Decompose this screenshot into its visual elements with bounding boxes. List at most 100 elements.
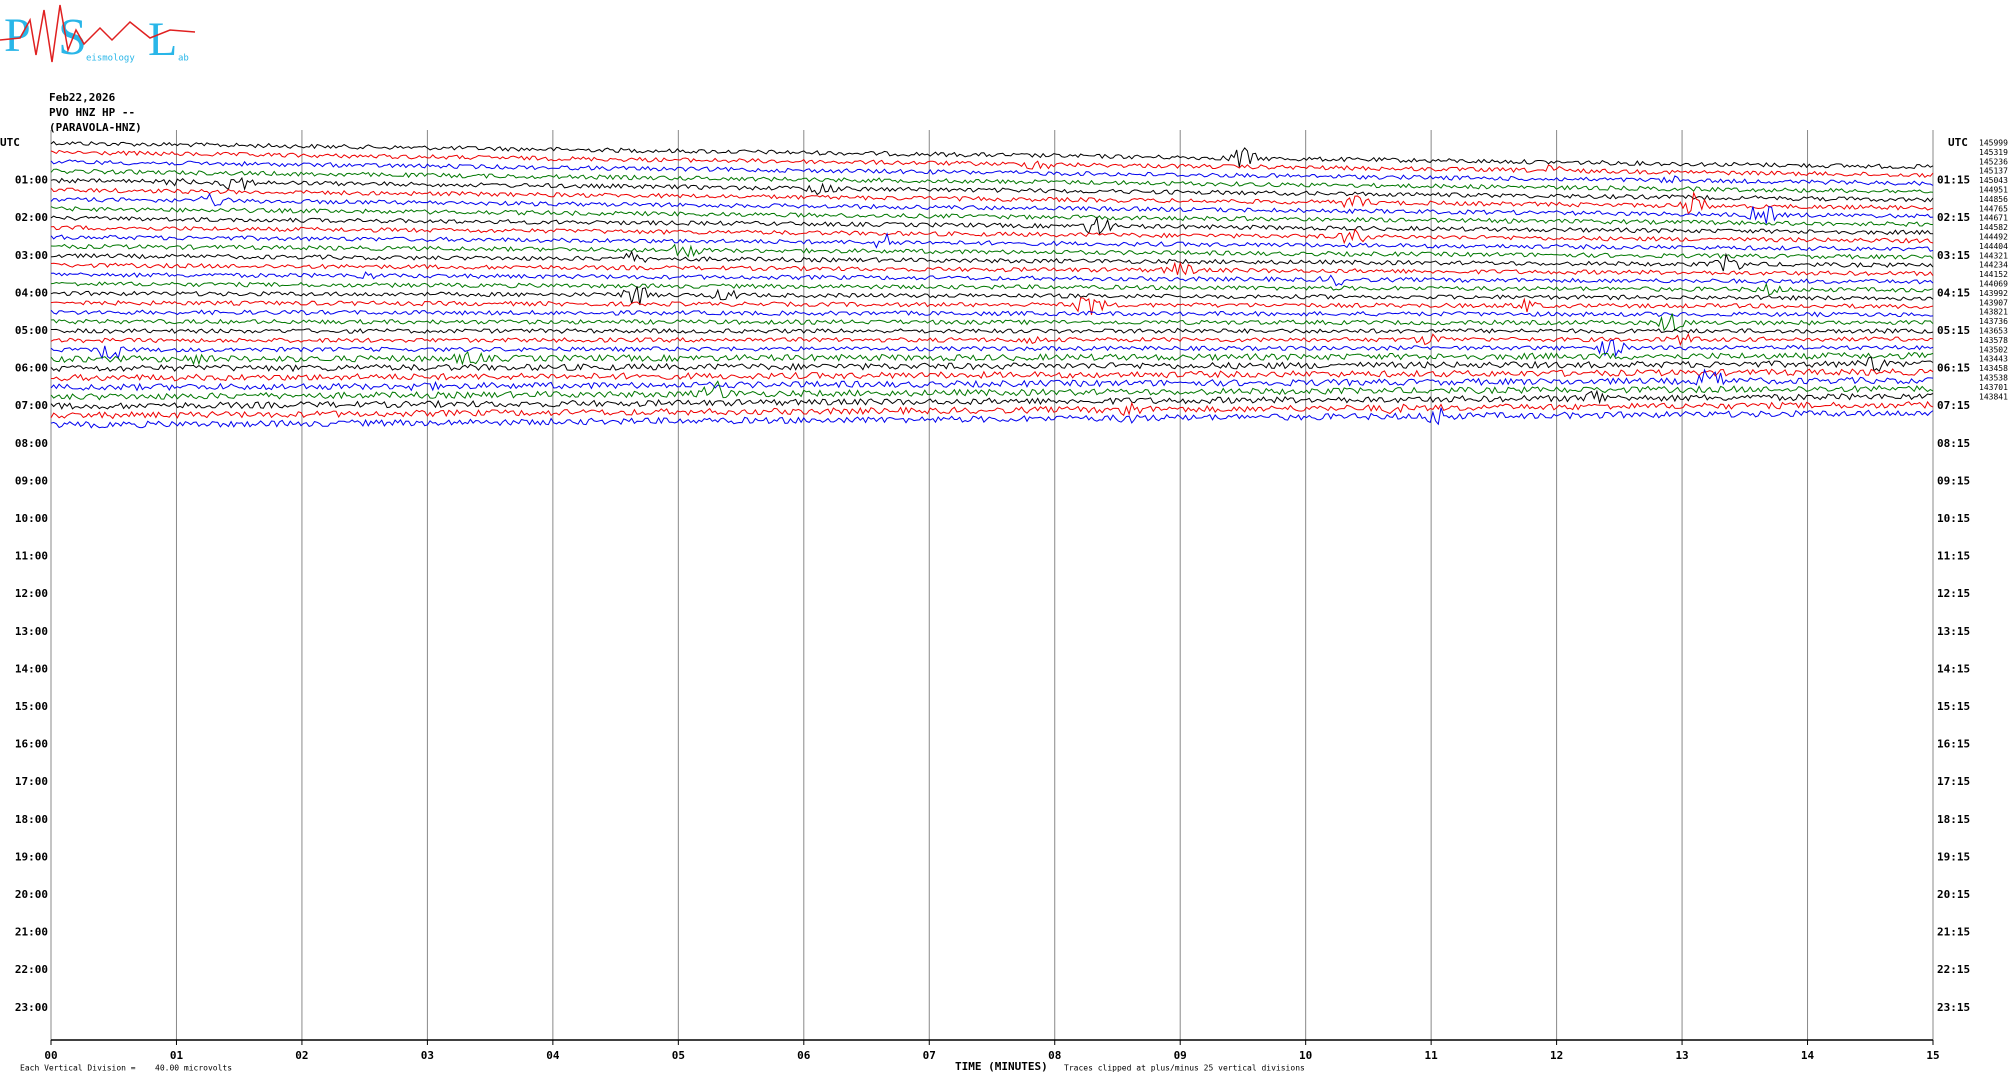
- trace-count: 144582: [1979, 223, 2008, 232]
- trace-count: 143578: [1979, 336, 2008, 345]
- date: Feb22,2026: [49, 91, 116, 104]
- trace-count: 143907: [1979, 298, 2008, 307]
- x-tick-label: 15: [1926, 1049, 1939, 1062]
- hour-label: 06:15: [1937, 362, 1970, 375]
- hour-label: 08:15: [1937, 437, 1970, 450]
- x-tick-label: 01: [170, 1049, 184, 1062]
- hour-label: 21:15: [1937, 926, 1970, 939]
- hour-label: 04:00: [15, 286, 48, 299]
- trace: [50, 149, 1934, 178]
- trace: [50, 192, 1934, 224]
- trace: [50, 176, 1934, 203]
- trace-count: 145319: [1979, 148, 2008, 157]
- hour-label: 10:00: [15, 512, 48, 525]
- hour-label: 22:15: [1937, 963, 1970, 976]
- trace: [50, 407, 1934, 429]
- hour-label: 07:15: [1937, 399, 1970, 412]
- trace: [50, 140, 1934, 170]
- trace: [50, 243, 1934, 260]
- hour-label: 18:15: [1937, 813, 1970, 826]
- trace-count: 143736: [1979, 317, 2008, 326]
- trace: [50, 313, 1934, 332]
- hour-label: 02:00: [15, 211, 48, 224]
- hour-label: 16:15: [1937, 738, 1970, 751]
- trace-count: 144321: [1979, 251, 2008, 260]
- hour-label: 15:00: [15, 700, 48, 713]
- hour-label: 15:15: [1937, 700, 1970, 713]
- trace: [50, 159, 1934, 186]
- hour-label: 01:00: [15, 174, 48, 187]
- traces: [50, 140, 1934, 429]
- hour-label: 19:00: [15, 850, 48, 863]
- trace: [50, 339, 1934, 360]
- station-name: (PARAVOLA-HNZ): [49, 121, 142, 134]
- trace-count: 143443: [1979, 355, 2008, 364]
- trace: [50, 333, 1934, 347]
- trace-count: 145137: [1979, 167, 2008, 176]
- hour-label: 02:15: [1937, 211, 1970, 224]
- logo-word: eismology: [86, 54, 135, 64]
- x-tick-label: 10: [1299, 1049, 1312, 1062]
- trace: [51, 327, 1934, 334]
- trace: [50, 225, 1934, 245]
- trace-count: 144152: [1979, 270, 2008, 279]
- trace-count: 143538: [1979, 374, 2008, 383]
- trace: [50, 261, 1934, 277]
- trace-count: 145236: [1979, 157, 2008, 166]
- x-tick-label: 04: [546, 1049, 560, 1062]
- trace: [50, 187, 1934, 215]
- hour-label: 19:15: [1937, 850, 1970, 863]
- hour-label: 06:00: [15, 362, 48, 375]
- trace: [50, 232, 1934, 252]
- x-tick-label: 05: [672, 1049, 685, 1062]
- hour-label: 11:00: [15, 550, 48, 563]
- trace: [50, 271, 1934, 287]
- trace-count: 144671: [1979, 214, 2008, 223]
- trace: [50, 250, 1934, 272]
- logo-wave: [0, 4, 196, 63]
- hour-label: 17:15: [1937, 775, 1970, 788]
- trace: [50, 281, 1934, 296]
- logo: P S L eismology ab: [0, 4, 196, 66]
- trace: [50, 380, 1934, 401]
- hour-label: 14:00: [15, 662, 48, 675]
- hour-label: 14:15: [1937, 662, 1970, 675]
- x-tick-label: 12: [1550, 1049, 1563, 1062]
- trace: [50, 286, 1934, 306]
- hour-label: 13:15: [1937, 625, 1970, 638]
- trace-count: 144492: [1979, 233, 2008, 242]
- trace-count: 143992: [1979, 289, 2008, 298]
- x-tick-label: 00: [44, 1049, 57, 1062]
- x-tick-label: 13: [1675, 1049, 1688, 1062]
- logo-word: ab: [178, 54, 189, 64]
- hour-label: 11:15: [1937, 550, 1970, 563]
- x-axis-title: TIME (MINUTES): [955, 1060, 1048, 1073]
- left-axis-title: UTC: [0, 136, 20, 149]
- footer-clip: Traces clipped at plus/minus 25 vertical…: [1064, 1064, 1305, 1073]
- trace: [50, 368, 1934, 382]
- x-tick-label: 08: [1048, 1049, 1061, 1062]
- trace-count: 144765: [1979, 204, 2008, 213]
- hour-label: 16:00: [15, 738, 48, 751]
- trace: [50, 206, 1934, 227]
- trace: [50, 215, 1934, 236]
- hour-label: 05:00: [15, 324, 48, 337]
- trace-count: 143821: [1979, 308, 2008, 317]
- hour-label: 20:15: [1937, 888, 1970, 901]
- trace-count: 143502: [1979, 345, 2008, 354]
- trace-count: 143653: [1979, 327, 2008, 336]
- hour-label: 12:00: [15, 587, 48, 600]
- trace: [50, 400, 1934, 420]
- hour-label: 17:00: [15, 775, 48, 788]
- hour-label: 09:15: [1937, 474, 1970, 487]
- x-tick-label: 14: [1801, 1049, 1815, 1062]
- hour-label: 07:00: [15, 399, 48, 412]
- trace-count: 144951: [1979, 186, 2008, 195]
- trace-count: 143841: [1979, 392, 2008, 401]
- trace: [50, 309, 1934, 318]
- hour-label: 18:00: [15, 813, 48, 826]
- hour-label: 22:00: [15, 963, 48, 976]
- trace: [50, 168, 1934, 194]
- trace-count: 144069: [1979, 280, 2008, 289]
